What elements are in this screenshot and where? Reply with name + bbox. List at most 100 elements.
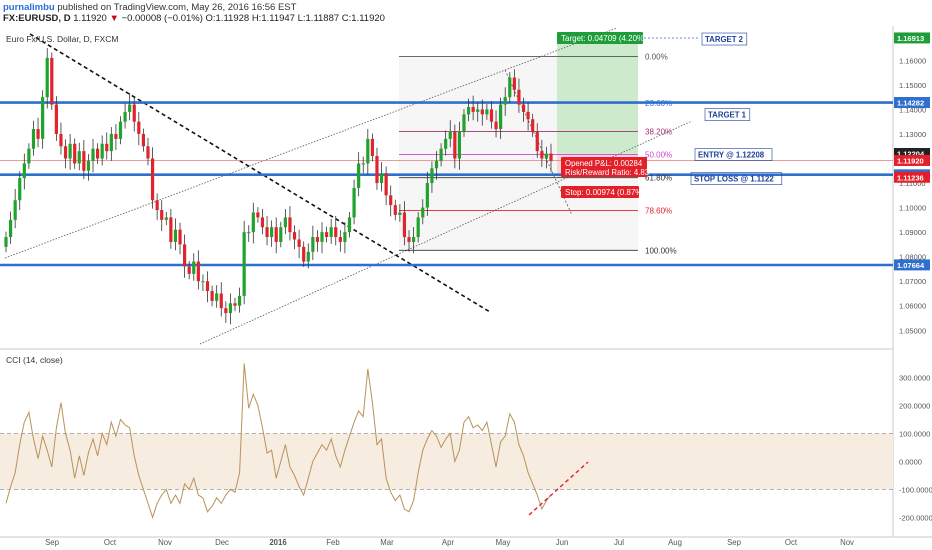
time-axis: Sep Oct Nov Dec 2016 Feb Mar Apr May Jun Jul Aug Sep…: [45, 538, 854, 547]
candle: [370, 138, 374, 157]
candle: [77, 151, 81, 164]
annotation-label: TARGET 2: [705, 35, 744, 44]
candle: [453, 131, 457, 159]
time-tick-label: Apr: [442, 538, 455, 547]
candle: [18, 178, 22, 201]
price-tick-label: 1.16000: [899, 56, 926, 65]
cci-tick-label: -200.0000: [899, 513, 932, 522]
candle: [412, 237, 416, 242]
candle: [503, 97, 507, 105]
price-tag: [894, 259, 930, 271]
candle: [22, 163, 26, 179]
time-tick-label: Jul: [614, 538, 624, 547]
annotation-label: STOP LOSS @ 1.1122: [694, 175, 774, 184]
candle: [485, 109, 489, 115]
candle: [398, 212, 402, 215]
candle: [320, 232, 324, 242]
candle: [306, 251, 310, 262]
cci-tick-label: 0.0000: [899, 457, 922, 466]
candle: [128, 104, 132, 112]
candle: [54, 104, 58, 134]
price-tag: [894, 32, 930, 44]
candle: [50, 57, 54, 105]
time-tick-label: Mar: [380, 538, 394, 547]
candle: [421, 207, 425, 218]
time-tick-label: Oct: [785, 538, 798, 547]
candle: [4, 237, 8, 247]
candle: [187, 266, 191, 274]
price-tag: [894, 171, 930, 183]
candle: [279, 227, 283, 242]
author-name[interactable]: purnalimbu: [3, 2, 55, 13]
candle: [366, 138, 370, 164]
candle: [457, 131, 462, 159]
candle: [283, 217, 287, 228]
candle: [393, 205, 397, 215]
candle: [68, 143, 72, 159]
candle: [141, 133, 145, 147]
candle: [27, 148, 31, 164]
price-tick-label: 1.14000: [899, 105, 926, 114]
candle: [288, 217, 292, 233]
price-change: −0.00008 (−0.01%): [121, 13, 203, 24]
stop-label-text: Stop: 0.00974 (0.87%): [565, 188, 645, 197]
candle: [169, 217, 173, 242]
target-zone: [557, 38, 638, 154]
fib-level-label: 0.00%: [645, 52, 668, 61]
candle: [228, 303, 233, 314]
price-tick-label: 1.05000: [899, 326, 926, 335]
candle: [13, 200, 17, 220]
price-tick-label: 1.09000: [899, 228, 926, 237]
projection-line: [504, 69, 573, 216]
candle: [329, 227, 333, 238]
opened-pl-label: Opened P&L: 0.00284: [565, 159, 643, 168]
candle: [416, 217, 420, 238]
candle: [210, 291, 214, 301]
price-tag: [894, 97, 930, 109]
candle: [384, 173, 388, 196]
candle: [361, 163, 365, 165]
candle: [215, 293, 219, 301]
annotation-label: TARGET 1: [708, 111, 747, 120]
cci-line: [5, 363, 552, 520]
price-tick-label: 1.10000: [899, 204, 926, 213]
channel-upper-line: [4, 27, 618, 259]
candle: [95, 148, 100, 159]
price-tag-label: 1.07664: [897, 261, 925, 270]
time-tick-label: Dec: [215, 538, 229, 547]
price-tag-label: 1.12204: [897, 150, 925, 159]
candle: [260, 217, 265, 228]
cci-tick-label: 100.0000: [899, 429, 930, 438]
candle: [517, 89, 521, 105]
candle: [132, 104, 136, 122]
symbol-info: FX:EURUSD, D 1.11920 ▼ −0.00008 (−0.01%)…: [3, 13, 385, 24]
candle: [425, 183, 429, 208]
candle: [434, 160, 439, 169]
annotation-box: [701, 32, 748, 46]
candle: [499, 104, 503, 130]
candle: [357, 163, 361, 188]
time-tick-label: 2016: [269, 538, 287, 547]
candle: [352, 187, 356, 218]
cci-tick-label: 200.0000: [899, 401, 930, 410]
candle: [173, 229, 178, 242]
candle: [265, 227, 269, 238]
price-tag: [894, 154, 930, 166]
candle: [155, 200, 159, 211]
candle: [549, 153, 553, 161]
candle: [105, 143, 109, 152]
price-tick-label: 1.08000: [899, 253, 926, 262]
candle: [192, 261, 196, 274]
candle: [31, 129, 36, 149]
price-tick-label: 1.07000: [899, 277, 926, 286]
candle: [41, 97, 45, 139]
candle: [8, 219, 13, 238]
candle: [123, 111, 127, 122]
time-tick-label: Aug: [668, 538, 682, 547]
fib-level-label: 100.00%: [645, 246, 677, 255]
candle: [544, 153, 549, 159]
candle: [183, 244, 187, 267]
risk-reward-label: Risk/Reward Ratio: 4.83: [565, 168, 649, 177]
candle: [237, 295, 242, 306]
